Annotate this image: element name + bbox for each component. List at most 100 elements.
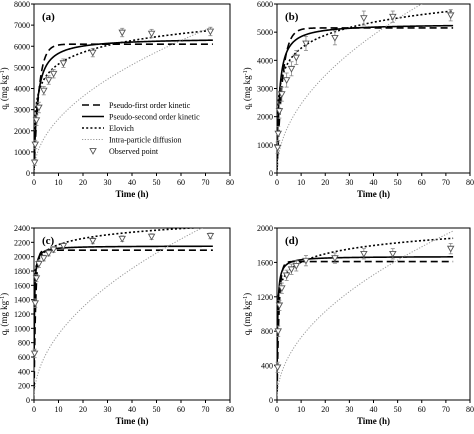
pso-curve bbox=[277, 256, 454, 376]
y-tick-label: 4000 bbox=[14, 85, 30, 94]
observed-point bbox=[274, 130, 282, 138]
legend-swatch bbox=[89, 148, 97, 155]
y-tick-label: 2000 bbox=[14, 127, 30, 136]
observed-point bbox=[118, 29, 126, 37]
observed-point bbox=[147, 30, 156, 38]
x-tick-label: 60 bbox=[418, 178, 426, 187]
plot-frame bbox=[276, 227, 471, 401]
x-tick-label: 20 bbox=[79, 405, 87, 414]
y-tick-label: 600 bbox=[18, 353, 30, 362]
y-axis-label-unit: (mg kg bbox=[242, 300, 252, 328]
y-tick-label: 6000 bbox=[14, 42, 30, 51]
y-tick-label: 5000 bbox=[14, 63, 30, 72]
x-tick-label: 50 bbox=[394, 178, 402, 187]
y-tick-label: 0 bbox=[26, 396, 30, 405]
y-axis-label-sub: t bbox=[5, 329, 11, 331]
chart-panel-2: 0 10 20 30 40 50 60 70 80 0 1000 2000 3000 4000 5000 60… bbox=[242, 0, 474, 199]
observed-point bbox=[31, 300, 39, 308]
y-axis-label-main: q bbox=[242, 330, 252, 335]
observed-point bbox=[275, 302, 284, 310]
x-tick-label: 80 bbox=[466, 405, 474, 414]
pfo-curve bbox=[277, 27, 454, 170]
observed-point bbox=[360, 15, 368, 23]
observed-point bbox=[206, 28, 215, 36]
observed-point bbox=[275, 108, 284, 115]
x-axis-label: Time (h) bbox=[357, 189, 390, 199]
y-tick-label: 1200 bbox=[257, 293, 273, 302]
observed-point bbox=[273, 364, 282, 372]
y-axis-label-close: ) bbox=[242, 67, 252, 70]
y-axis-label: qt (mg kg-1) bbox=[242, 67, 254, 109]
observed-point bbox=[278, 285, 286, 293]
x-tick-label: 80 bbox=[226, 405, 234, 414]
x-tick-label: 40 bbox=[128, 178, 136, 187]
x-tick-label: 80 bbox=[466, 178, 474, 187]
y-tick-label: 800 bbox=[261, 327, 273, 336]
x-tick-label: 50 bbox=[153, 178, 161, 187]
y-tick-label: 1400 bbox=[14, 296, 30, 305]
x-tick-label: 20 bbox=[321, 178, 329, 187]
observed-point bbox=[44, 77, 53, 84]
observed-point bbox=[30, 159, 39, 167]
x-tick-label: 80 bbox=[226, 178, 234, 187]
y-axis-label-close: ) bbox=[0, 293, 9, 296]
x-tick-label: 60 bbox=[177, 178, 185, 187]
x-tick-label: 10 bbox=[297, 405, 305, 414]
panel-label: (c) bbox=[42, 235, 55, 247]
x-tick-label: 40 bbox=[370, 405, 378, 414]
y-tick-label: 5000 bbox=[257, 28, 273, 37]
panel-label: (a) bbox=[42, 11, 55, 23]
x-tick-label: 60 bbox=[418, 405, 426, 414]
y-tick-label: 1600 bbox=[14, 281, 30, 290]
x-tick-label: 50 bbox=[394, 405, 402, 414]
y-tick-label: 1600 bbox=[257, 258, 273, 267]
observed-point bbox=[32, 117, 41, 125]
x-tick-label: 10 bbox=[55, 405, 63, 414]
y-axis-label-unit: (mg kg bbox=[0, 300, 9, 328]
chart-panel-4: 0 10 20 30 40 50 60 70 800400800120016002000Time… bbox=[242, 224, 474, 426]
x-tick-label: 0 bbox=[275, 405, 279, 414]
y-tick-label: 8000 bbox=[14, 0, 30, 9]
x-tick-label: 50 bbox=[153, 405, 161, 414]
panel-label: (b) bbox=[285, 11, 299, 23]
x-tick-label: 40 bbox=[128, 405, 136, 414]
x-tick-label: 70 bbox=[202, 178, 210, 187]
observed-point bbox=[147, 233, 156, 241]
pfo-curve bbox=[34, 249, 213, 390]
observed-point bbox=[49, 246, 58, 254]
y-axis-label-sub: t bbox=[248, 103, 254, 105]
observed-point bbox=[360, 250, 368, 258]
ipd-curve bbox=[34, 228, 203, 396]
x-tick-label: 30 bbox=[104, 405, 112, 414]
y-tick-label: 2000 bbox=[257, 224, 273, 233]
x-tick-label: 10 bbox=[297, 178, 305, 187]
y-tick-label: 2000 bbox=[257, 113, 273, 122]
y-axis-label-close: ) bbox=[242, 293, 252, 296]
y-tick-label: 2000 bbox=[14, 253, 30, 262]
observed-point bbox=[30, 350, 39, 358]
observed-point bbox=[274, 328, 282, 336]
y-axis-label-main: q bbox=[242, 105, 252, 110]
observed-point bbox=[287, 266, 296, 274]
observed-point bbox=[40, 255, 48, 263]
observed-point bbox=[302, 40, 310, 48]
x-tick-label: 10 bbox=[55, 178, 63, 187]
pfo-curve bbox=[277, 260, 454, 392]
observed-point bbox=[273, 144, 282, 152]
observed-point bbox=[331, 255, 339, 263]
x-tick-label: 30 bbox=[104, 178, 112, 187]
observed-point bbox=[292, 54, 301, 62]
elovich-curve bbox=[277, 237, 454, 326]
y-axis-label: qt (mg kg-1) bbox=[0, 67, 11, 109]
observed-point bbox=[35, 104, 43, 112]
elovich-curve bbox=[34, 228, 206, 293]
observed-point bbox=[302, 257, 310, 265]
y-tick-label: 1000 bbox=[14, 148, 30, 157]
x-tick-label: 70 bbox=[442, 178, 450, 187]
observed-point bbox=[389, 13, 397, 21]
y-tick-label: 1000 bbox=[257, 141, 273, 150]
y-tick-label: 1800 bbox=[14, 267, 30, 276]
y-tick-label: 400 bbox=[18, 367, 30, 376]
y-axis-label-sub: t bbox=[5, 103, 11, 105]
observed-point bbox=[118, 235, 126, 243]
